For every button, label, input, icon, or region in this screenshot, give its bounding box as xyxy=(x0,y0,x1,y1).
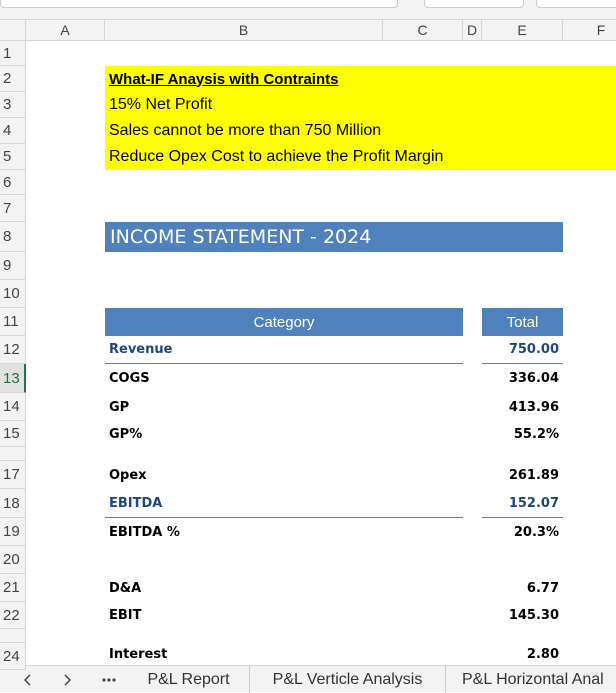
table-value: 145.30 xyxy=(508,608,559,623)
row-header: 7 xyxy=(0,195,26,222)
notes-line: Reduce Opex Cost to achieve the Profit M… xyxy=(109,148,444,165)
table-label: EBITDA % xyxy=(109,524,180,540)
table-label: GP% xyxy=(109,426,143,442)
notes-line: Sales cannot be more than 750 Million xyxy=(109,122,382,139)
row-header: 15 xyxy=(0,421,26,447)
column-header: A xyxy=(26,20,105,41)
corner xyxy=(0,20,26,41)
column-header: C xyxy=(383,20,463,41)
row-header: 11 xyxy=(0,308,26,336)
column-header: F xyxy=(563,20,616,41)
row-header: 13 xyxy=(0,364,26,393)
table-value: 20.3% xyxy=(513,524,559,540)
sheet-tab[interactable]: P&L Verticle Analysis xyxy=(250,666,446,693)
title-bar xyxy=(105,222,563,252)
row-header: 3 xyxy=(0,92,26,118)
table-value: 2.80 xyxy=(526,646,559,662)
row-header: 6 xyxy=(0,170,26,195)
row-header: 24 xyxy=(0,643,26,670)
name-box[interactable] xyxy=(0,0,398,8)
sheet-tab[interactable]: P&L Report xyxy=(128,666,250,693)
column-header: E xyxy=(482,20,563,41)
row-header xyxy=(0,629,26,643)
table-header: Category xyxy=(105,308,463,336)
row-header: 12 xyxy=(0,336,26,364)
row-header: 10 xyxy=(0,280,26,308)
row-header: 9 xyxy=(0,252,26,280)
row-header: 19 xyxy=(0,518,26,546)
row-header: 20 xyxy=(0,546,26,574)
table-header: Total xyxy=(482,308,563,336)
statement-title: INCOME STATEMENT - 2024 xyxy=(110,226,372,248)
table-label: COGS xyxy=(109,371,150,386)
table-value: 750.00 xyxy=(482,336,563,364)
row-header: 2 xyxy=(0,66,26,92)
column-header: D xyxy=(463,20,482,41)
tab-bar: P&L Report P&L Verticle Analysis P&L Horiz… xyxy=(0,665,616,693)
table-label: GP xyxy=(109,399,130,415)
table-value: 6.77 xyxy=(526,580,559,596)
table-value: 152.07 xyxy=(482,489,563,518)
row-header xyxy=(0,447,26,461)
row-header: 5 xyxy=(0,144,26,170)
column-header: B xyxy=(105,20,383,41)
row-header: 4 xyxy=(0,118,26,144)
formula-input[interactable] xyxy=(536,0,616,8)
tab-nav[interactable] xyxy=(18,672,88,688)
sheet-tab[interactable]: P&L Horizontal Anal xyxy=(462,670,604,688)
row-header: 22 xyxy=(0,602,26,629)
formula-input[interactable] xyxy=(424,0,524,8)
table-label: EBIT xyxy=(109,608,142,623)
table-value: 336.04 xyxy=(508,371,559,386)
notes-line: 15% Net Profit xyxy=(109,96,213,113)
formula-bar xyxy=(0,0,616,20)
table-label: EBITDA xyxy=(105,489,463,518)
table-label: Opex xyxy=(109,467,147,483)
notes-box xyxy=(105,66,616,170)
table-label: Interest xyxy=(109,646,168,662)
row-header: 14 xyxy=(0,393,26,421)
row-header: 17 xyxy=(0,461,26,489)
notes-title: What-IF Anaysis with Contraints xyxy=(109,70,339,88)
row-header: 21 xyxy=(0,574,26,602)
more-tabs[interactable] xyxy=(100,672,120,688)
table-label: Revenue xyxy=(105,336,463,364)
row-header: 1 xyxy=(0,41,26,66)
table-value: 413.96 xyxy=(508,399,559,415)
table-value: 55.2% xyxy=(513,426,559,442)
row-header: 8 xyxy=(0,222,26,252)
table-label: D&A xyxy=(109,580,142,596)
row-header: 18 xyxy=(0,489,26,518)
table-value: 261.89 xyxy=(508,467,559,483)
